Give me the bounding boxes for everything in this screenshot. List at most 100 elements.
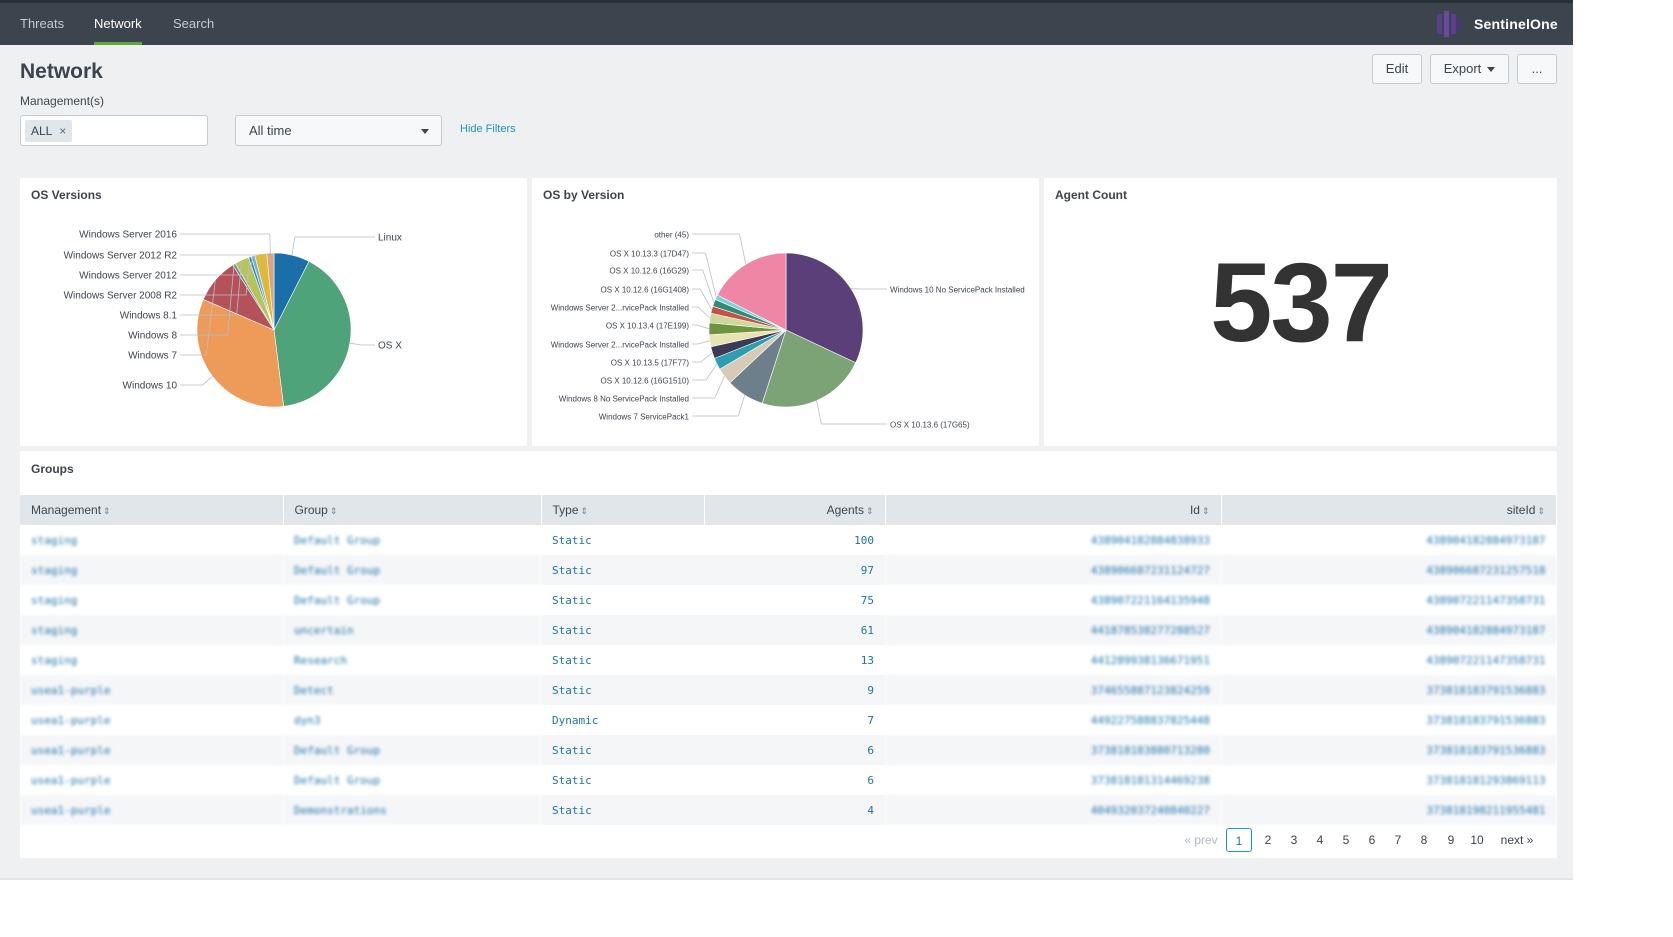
management-cell[interactable]: staging — [31, 533, 78, 547]
agents-cell[interactable]: 6 — [704, 735, 885, 765]
id-cell[interactable]: 373818183880713280 — [885, 735, 1221, 765]
page-link-8[interactable]: 8 — [1420, 833, 1428, 847]
management-cell[interactable]: staging — [31, 593, 78, 607]
table-row[interactable]: usea1-purple dyn3 Dynamic 7 4492275888378254… — [20, 705, 1557, 735]
agents-cell[interactable]: 9 — [704, 675, 885, 705]
column-header-siteid[interactable]: siteId ⇕ — [1221, 495, 1557, 525]
column-header-type[interactable]: Type ⇕ — [541, 495, 705, 525]
siteid-cell[interactable]: 438907221147358731 — [1426, 653, 1546, 667]
pie-slice[interactable] — [716, 252, 787, 331]
id-cell[interactable]: 449227588837825448 — [1090, 713, 1210, 727]
table-row[interactable]: usea1-purple Detect Static 9 374655887123824… — [20, 675, 1557, 705]
pie-slice[interactable] — [273, 260, 352, 407]
page-link-10[interactable]: 10 — [1470, 833, 1484, 847]
group-cell[interactable]: Detect — [283, 675, 541, 705]
group-cell[interactable]: dyn3 — [294, 713, 321, 727]
siteid-cell[interactable]: 373818183791536883 — [1426, 713, 1546, 727]
export-button[interactable]: Export — [1430, 54, 1509, 84]
table-row[interactable]: staging uncertain Static 61 4418785382772885… — [20, 615, 1557, 645]
id-cell[interactable]: 438904182884838933 — [1090, 533, 1210, 547]
management-multiselect[interactable]: ALL × — [20, 115, 208, 146]
management-cell[interactable]: usea1-purple — [31, 713, 111, 727]
type-cell[interactable]: Static — [552, 533, 592, 547]
management-cell[interactable]: usea1-purple — [20, 675, 283, 705]
siteid-cell[interactable]: 373818183791536883 — [1221, 735, 1557, 765]
page-link-2[interactable]: 2 — [1264, 833, 1272, 847]
management-cell[interactable]: staging — [20, 615, 283, 645]
management-cell[interactable]: usea1-purple — [20, 735, 283, 765]
id-cell[interactable]: 438906687231124727 — [885, 555, 1221, 585]
page-link-3[interactable]: 3 — [1290, 833, 1298, 847]
table-row[interactable]: staging Default Group Static 75 438907221164… — [20, 585, 1557, 615]
id-cell[interactable]: 373818181314469238 — [1090, 773, 1210, 787]
type-cell[interactable]: Static — [541, 615, 704, 645]
id-cell[interactable]: 441878538277288527 — [885, 615, 1221, 645]
column-header-id[interactable]: Id ⇕ — [885, 495, 1222, 525]
management-cell[interactable]: staging — [31, 653, 78, 667]
siteid-cell[interactable]: 438907221147358731 — [1426, 593, 1546, 607]
column-header-agents[interactable]: Agents ⇕ — [704, 495, 886, 525]
agents-cell[interactable]: 97 — [704, 555, 885, 585]
group-cell[interactable]: uncertain — [283, 615, 541, 645]
group-cell[interactable]: Default Group — [283, 555, 541, 585]
agents-cell[interactable]: 4 — [704, 795, 885, 825]
group-cell[interactable]: Default Group — [294, 533, 381, 547]
type-cell[interactable]: Static — [552, 593, 592, 607]
group-cell[interactable]: Research — [294, 653, 347, 667]
next-page-link[interactable]: next » — [1500, 833, 1534, 847]
table-row[interactable]: staging Research Static 13 44128993813667195… — [20, 645, 1557, 675]
siteid-cell[interactable]: 438904182884973187 — [1221, 615, 1557, 645]
edit-button[interactable]: Edit — [1372, 54, 1422, 84]
type-cell[interactable]: Static — [541, 735, 704, 765]
management-cell[interactable]: staging — [20, 555, 283, 585]
management-cell[interactable]: usea1-purple — [20, 795, 283, 825]
page-link-6[interactable]: 6 — [1368, 833, 1376, 847]
page-link-5[interactable]: 5 — [1342, 833, 1350, 847]
pie-slice[interactable] — [196, 299, 284, 408]
agents-cell[interactable]: 7 — [867, 713, 874, 727]
table-row[interactable]: usea1-purple Default Group Static 6 37381818… — [20, 735, 1557, 765]
column-header-group[interactable]: Group ⇕ — [283, 495, 542, 525]
group-cell[interactable]: Default Group — [294, 773, 381, 787]
agents-cell[interactable]: 6 — [867, 773, 874, 787]
type-cell[interactable]: Static — [541, 675, 704, 705]
agents-cell[interactable]: 100 — [854, 533, 874, 547]
siteid-cell[interactable]: 438906687231257518 — [1221, 555, 1557, 585]
tab-search[interactable]: Search — [173, 16, 215, 31]
type-cell[interactable]: Static — [552, 653, 592, 667]
group-cell[interactable]: Demonstrations — [283, 795, 541, 825]
page-link-9[interactable]: 9 — [1447, 833, 1455, 847]
table-row[interactable]: staging Default Group Static 97 438906687231… — [20, 555, 1557, 585]
hide-filters-link[interactable]: Hide Filters — [460, 123, 516, 135]
column-header-management[interactable]: Management ⇕ — [20, 495, 284, 525]
table-row[interactable]: usea1-purple Demonstrations Static 4 4049320… — [20, 795, 1557, 825]
type-cell[interactable]: Static — [541, 795, 704, 825]
table-row[interactable]: staging Default Group Static 100 43890418288… — [20, 525, 1557, 555]
agents-cell[interactable]: 13 — [860, 653, 874, 667]
agents-cell[interactable]: 75 — [860, 593, 874, 607]
pie-slice[interactable] — [761, 329, 857, 408]
time-range-dropdown[interactable]: All time — [235, 115, 442, 146]
siteid-cell[interactable]: 373818198211955481 — [1221, 795, 1557, 825]
page-link-1[interactable]: 1 — [1226, 828, 1252, 852]
table-row[interactable]: usea1-purple Default Group Static 6 37381818… — [20, 765, 1557, 795]
type-cell[interactable]: Dynamic — [552, 713, 599, 727]
group-cell[interactable]: Default Group — [283, 735, 541, 765]
siteid-cell[interactable]: 438904182884973187 — [1426, 533, 1546, 547]
agents-cell[interactable]: 61 — [704, 615, 885, 645]
id-cell[interactable]: 438907221164135948 — [1090, 593, 1210, 607]
siteid-cell[interactable]: 373818181293869113 — [1426, 773, 1546, 787]
type-cell[interactable]: Static — [541, 555, 704, 585]
tab-threats[interactable]: Threats — [20, 16, 65, 31]
siteid-cell[interactable]: 373818183791536883 — [1221, 675, 1557, 705]
page-link-7[interactable]: 7 — [1394, 833, 1402, 847]
type-cell[interactable]: Static — [552, 773, 592, 787]
id-cell[interactable]: 441289938136671951 — [1090, 653, 1210, 667]
tab-network[interactable]: Network — [94, 3, 142, 45]
management-cell[interactable]: usea1-purple — [31, 773, 111, 787]
id-cell[interactable]: 374655887123824259 — [885, 675, 1221, 705]
more-options-button[interactable]: ... — [1517, 54, 1557, 84]
id-cell[interactable]: 404932037240840227 — [885, 795, 1221, 825]
page-link-4[interactable]: 4 — [1316, 833, 1324, 847]
group-cell[interactable]: Default Group — [294, 593, 381, 607]
